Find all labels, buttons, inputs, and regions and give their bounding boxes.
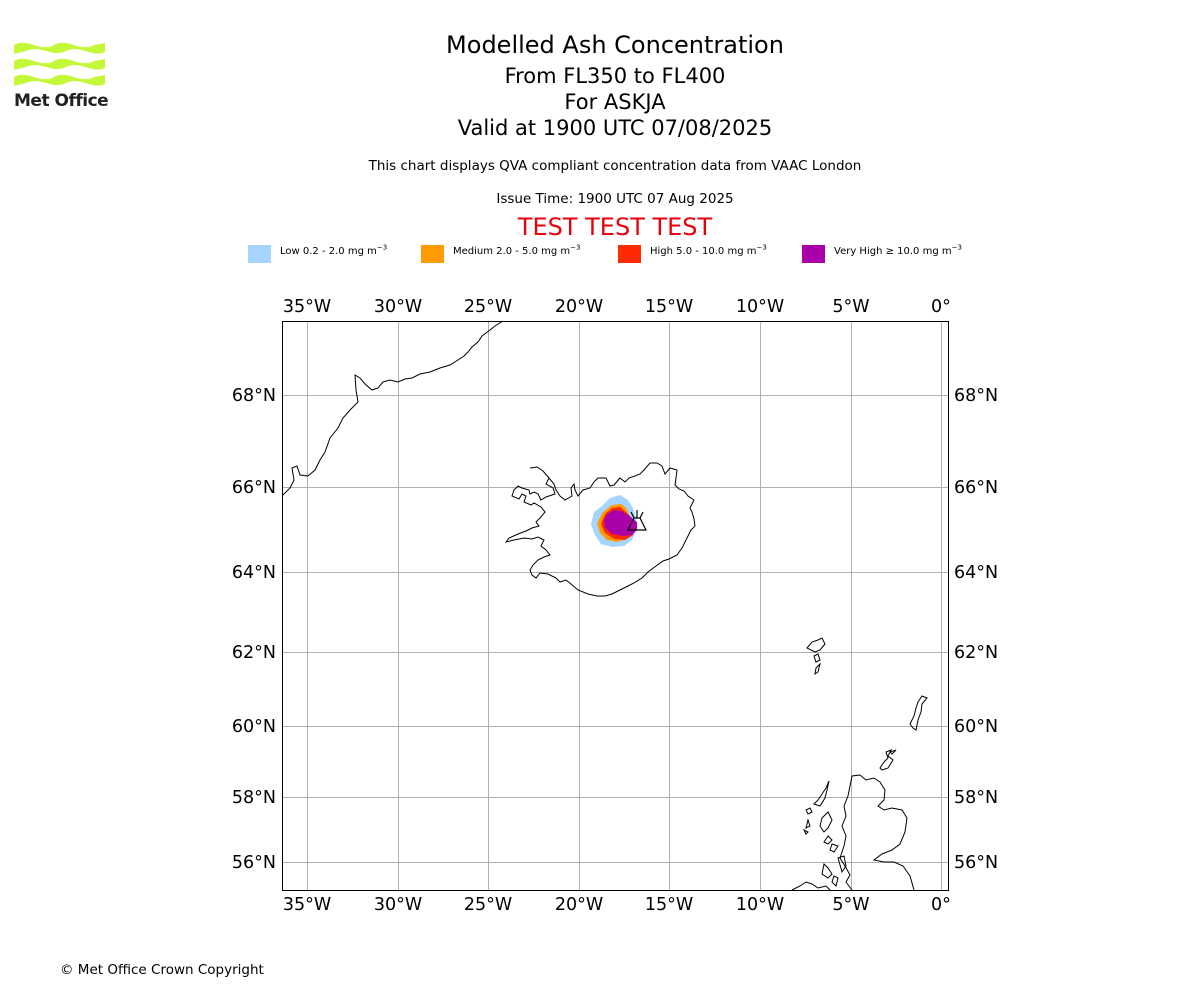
lon-tick-top-7: 0° <box>931 297 951 317</box>
legend-label-medium: Medium 2.0 - 5.0 mg m <box>453 246 571 257</box>
iceland-coastline <box>504 462 696 597</box>
flight-levels: From FL350 to FL400 <box>504 64 726 88</box>
lat-tick-right-2: 64°N <box>954 563 998 583</box>
lat-tick-left-3: 62°N <box>232 643 276 663</box>
lat-tick-right-6: 56°N <box>954 853 998 873</box>
lon-tick-bottom-3: 20°W <box>555 895 603 915</box>
chart-title: Modelled Ash Concentration <box>446 31 784 59</box>
map-frame <box>282 321 949 891</box>
longitude-ticks-bottom: 35°W 30°W 25°W 20°W 15°W 10°W 5°W 0° <box>283 895 951 915</box>
greenland-coastline <box>282 320 504 496</box>
orkney-coastline <box>879 749 897 771</box>
lon-tick-top-4: 15°W <box>645 297 693 317</box>
map-grid <box>282 321 949 891</box>
lat-tick-right-0: 68°N <box>954 386 998 406</box>
lat-tick-left-0: 68°N <box>232 386 276 406</box>
scotland-coastline <box>839 774 915 891</box>
legend-label-very-high: Very High ≥ 10.0 mg m <box>834 246 952 257</box>
lat-tick-left-4: 60°N <box>232 717 276 737</box>
volcano-icon <box>627 510 647 531</box>
lon-tick-bottom-6: 5°W <box>832 895 869 915</box>
lon-tick-bottom-0: 35°W <box>283 895 331 915</box>
test-banner: TEST TEST TEST <box>517 213 713 241</box>
latitude-ticks-left: 68°N 66°N 64°N 62°N 60°N 58°N 56°N <box>232 386 276 873</box>
lon-tick-top-0: 35°W <box>283 297 331 317</box>
legend-label-low: Low 0.2 - 2.0 mg m <box>280 246 377 257</box>
lat-tick-right-4: 60°N <box>954 717 998 737</box>
ireland-coastline <box>791 881 831 891</box>
lat-tick-right-3: 62°N <box>954 643 998 663</box>
legend-exp-medium: −3 <box>570 243 581 252</box>
longitude-ticks-top: 35°W 30°W 25°W 20°W 15°W 10°W 5°W 0° <box>283 297 951 317</box>
legend-swatch-medium <box>421 245 444 263</box>
lat-tick-left-1: 66°N <box>232 478 276 498</box>
met-office-logo-text: Met Office <box>14 91 109 111</box>
copyright: © Met Office Crown Copyright <box>60 962 264 978</box>
valid-time: Valid at 1900 UTC 07/08/2025 <box>457 116 773 140</box>
lon-tick-bottom-4: 15°W <box>645 895 693 915</box>
hebrides-coastline <box>802 780 847 887</box>
lon-tick-top-2: 25°W <box>464 297 512 317</box>
lat-tick-left-2: 64°N <box>232 563 276 583</box>
issue-time: Issue Time: 1900 UTC 07 Aug 2025 <box>496 191 734 207</box>
lon-tick-bottom-7: 0° <box>931 895 951 915</box>
legend-swatch-low <box>248 245 271 263</box>
lon-tick-top-5: 10°W <box>736 297 784 317</box>
lat-tick-right-5: 58°N <box>954 788 998 808</box>
legend-exp-high: −3 <box>756 243 767 252</box>
volcano-name: For ASKJA <box>564 90 666 114</box>
legend-swatch-very-high <box>802 245 825 263</box>
latitude-ticks-right: 68°N 66°N 64°N 62°N 60°N 58°N 56°N <box>954 386 998 873</box>
legend-exp-very-high: −3 <box>951 243 962 252</box>
met-office-logo-icon <box>14 42 105 86</box>
lon-tick-bottom-5: 10°W <box>736 895 784 915</box>
legend-swatch-high <box>618 245 641 263</box>
shetland-coastline <box>909 695 928 731</box>
lon-tick-top-1: 30°W <box>374 297 422 317</box>
lon-tick-top-6: 5°W <box>832 297 869 317</box>
legend-exp-low: −3 <box>376 243 388 252</box>
legend-label-high: High 5.0 - 10.0 mg m <box>650 246 757 257</box>
lon-tick-bottom-2: 25°W <box>464 895 512 915</box>
lat-tick-right-1: 66°N <box>954 478 998 498</box>
qva-note: This chart displays QVA compliant concen… <box>368 158 862 174</box>
lat-tick-left-6: 56°N <box>232 853 276 873</box>
lon-tick-bottom-1: 30°W <box>374 895 422 915</box>
lat-tick-left-5: 58°N <box>232 788 276 808</box>
faroe-islands-coastline <box>806 637 826 676</box>
lon-tick-top-3: 20°W <box>555 297 603 317</box>
